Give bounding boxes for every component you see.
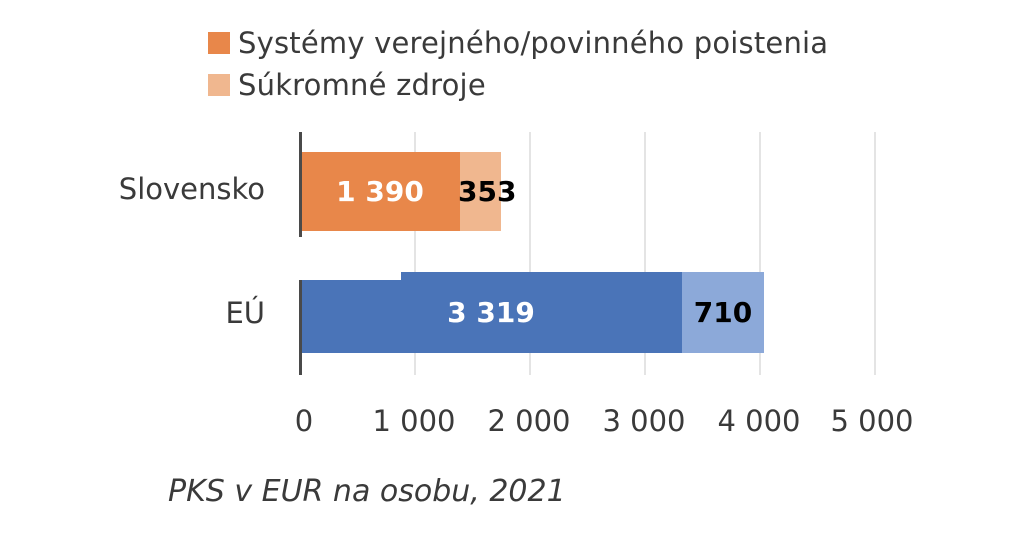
data-label-eu-public: 3 319 bbox=[447, 296, 535, 329]
gridline-2000 bbox=[529, 132, 531, 375]
y-axis-line-slovensko bbox=[299, 132, 302, 237]
bar-eu-public: 3 319 bbox=[300, 272, 682, 353]
legend-label-private: Súkromné zdroje bbox=[238, 68, 486, 102]
gridline-4000 bbox=[759, 132, 761, 375]
legend-item-private: Súkromné zdroje bbox=[208, 64, 828, 106]
data-label-eu-private: 710 bbox=[693, 296, 753, 329]
x-tick-4000: 4 000 bbox=[717, 404, 801, 438]
bar-slovensko-public: 1 390 bbox=[300, 152, 460, 231]
gridline-3000 bbox=[644, 132, 646, 375]
legend-item-public: Systémy verejného/povinného poistenia bbox=[208, 22, 828, 64]
bar-eu-private: 710 bbox=[682, 272, 764, 353]
legend-swatch-public bbox=[208, 32, 230, 54]
x-tick-5000: 5 000 bbox=[830, 404, 914, 438]
data-label-slovensko-public: 1 390 bbox=[336, 175, 424, 208]
bar-slovensko-private: 353 bbox=[458, 152, 516, 231]
category-label-slovensko: Slovensko bbox=[118, 172, 265, 206]
category-label-eu: EÚ bbox=[225, 296, 265, 330]
x-tick-3000: 3 000 bbox=[602, 404, 686, 438]
legend-swatch-private bbox=[208, 74, 230, 96]
y-axis-line-eu bbox=[299, 280, 302, 375]
chart-caption: PKS v EUR na osobu, 2021 bbox=[168, 474, 566, 509]
gridline-1000 bbox=[414, 132, 416, 375]
gridline-5000 bbox=[874, 132, 876, 375]
bar-eu-notch bbox=[300, 272, 401, 280]
x-tick-0: 0 bbox=[294, 404, 314, 438]
x-tick-2000: 2 000 bbox=[487, 404, 571, 438]
chart-legend: Systémy verejného/povinného poistenia Sú… bbox=[208, 22, 828, 106]
legend-label-public: Systémy verejného/povinného poistenia bbox=[238, 26, 829, 60]
data-label-slovensko-private: 353 bbox=[458, 175, 517, 208]
x-tick-1000: 1 000 bbox=[372, 404, 456, 438]
